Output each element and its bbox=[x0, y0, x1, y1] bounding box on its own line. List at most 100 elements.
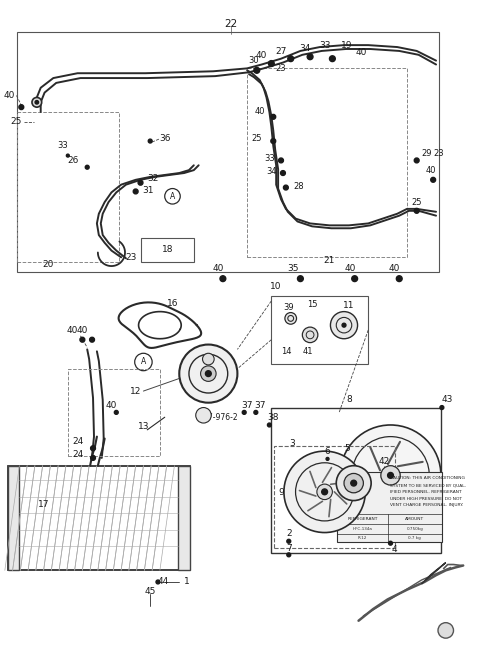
Text: 40: 40 bbox=[356, 48, 367, 58]
Circle shape bbox=[220, 276, 226, 282]
Text: 7: 7 bbox=[286, 543, 292, 553]
Text: 27: 27 bbox=[276, 48, 287, 56]
Circle shape bbox=[271, 139, 276, 143]
Text: 23: 23 bbox=[125, 253, 136, 262]
Circle shape bbox=[205, 371, 211, 377]
Bar bbox=[8, 466, 190, 570]
Circle shape bbox=[156, 580, 160, 584]
Text: 13: 13 bbox=[138, 422, 149, 432]
Circle shape bbox=[268, 61, 274, 67]
Text: 25: 25 bbox=[252, 134, 262, 143]
Text: HFC-134a: HFC-134a bbox=[352, 527, 372, 531]
Circle shape bbox=[329, 56, 336, 61]
Text: IFIED PERSONNEL. REFRIGERANT: IFIED PERSONNEL. REFRIGERANT bbox=[390, 490, 461, 494]
Text: 33: 33 bbox=[264, 154, 275, 163]
Text: 19: 19 bbox=[341, 40, 353, 50]
Circle shape bbox=[287, 539, 291, 543]
Circle shape bbox=[351, 480, 357, 486]
Circle shape bbox=[326, 457, 329, 460]
Text: R-12: R-12 bbox=[358, 536, 367, 540]
Circle shape bbox=[179, 344, 238, 403]
Text: 2: 2 bbox=[286, 529, 291, 538]
Circle shape bbox=[284, 451, 365, 533]
Text: A: A bbox=[141, 358, 146, 366]
Text: 40: 40 bbox=[106, 401, 117, 410]
Circle shape bbox=[352, 276, 358, 282]
Circle shape bbox=[307, 54, 313, 59]
Text: 18: 18 bbox=[162, 245, 173, 254]
Text: SYSTEM TO BE SERVICED BY QUAL-: SYSTEM TO BE SERVICED BY QUAL- bbox=[390, 483, 466, 487]
Circle shape bbox=[414, 158, 419, 163]
Circle shape bbox=[278, 158, 284, 163]
Circle shape bbox=[254, 410, 258, 414]
Text: 37: 37 bbox=[254, 401, 265, 410]
Circle shape bbox=[317, 484, 332, 500]
Circle shape bbox=[267, 423, 271, 427]
Text: CAUTION: THIS AIR CONDITIONING: CAUTION: THIS AIR CONDITIONING bbox=[390, 477, 465, 481]
Bar bbox=[337, 473, 442, 542]
Text: 43: 43 bbox=[442, 395, 454, 405]
Circle shape bbox=[381, 466, 400, 485]
Text: REFRIGERANT: REFRIGERANT bbox=[347, 517, 378, 521]
Circle shape bbox=[396, 276, 402, 282]
Text: 44: 44 bbox=[157, 578, 168, 586]
Circle shape bbox=[91, 455, 96, 460]
Circle shape bbox=[196, 408, 211, 423]
Text: 22: 22 bbox=[224, 19, 237, 29]
Text: 34: 34 bbox=[300, 44, 311, 54]
Circle shape bbox=[35, 100, 38, 104]
Circle shape bbox=[90, 337, 95, 342]
Bar bbox=[8, 466, 19, 570]
Text: 40: 40 bbox=[4, 91, 15, 100]
Text: 23: 23 bbox=[433, 149, 444, 158]
Circle shape bbox=[287, 553, 291, 557]
Text: 20: 20 bbox=[43, 260, 54, 268]
Circle shape bbox=[85, 165, 89, 169]
Text: 6: 6 bbox=[324, 447, 330, 455]
Circle shape bbox=[91, 446, 96, 451]
Text: 40: 40 bbox=[254, 108, 265, 116]
Text: 0.7 kg: 0.7 kg bbox=[408, 536, 421, 540]
Circle shape bbox=[280, 171, 286, 175]
Circle shape bbox=[133, 189, 138, 194]
Text: 14: 14 bbox=[282, 347, 292, 356]
Text: 31: 31 bbox=[143, 186, 154, 195]
Circle shape bbox=[336, 466, 371, 500]
Bar bbox=[178, 466, 190, 570]
Text: 24: 24 bbox=[72, 437, 83, 446]
Circle shape bbox=[438, 623, 454, 638]
Text: AMOUNT: AMOUNT bbox=[405, 517, 424, 521]
Text: 42: 42 bbox=[378, 457, 389, 466]
Text: 30: 30 bbox=[249, 56, 259, 65]
Circle shape bbox=[201, 366, 216, 381]
Circle shape bbox=[288, 56, 294, 61]
Text: 40: 40 bbox=[67, 325, 78, 334]
Bar bbox=[68, 369, 160, 456]
Circle shape bbox=[32, 97, 42, 107]
Circle shape bbox=[330, 311, 358, 338]
Text: 25: 25 bbox=[411, 198, 422, 207]
Circle shape bbox=[80, 337, 85, 342]
Text: 15: 15 bbox=[307, 300, 317, 309]
Text: 39: 39 bbox=[284, 303, 294, 312]
Bar bbox=[271, 296, 368, 364]
Text: 45: 45 bbox=[144, 587, 156, 596]
Text: UNDER HIGH PRESSURE. DO NOT: UNDER HIGH PRESSURE. DO NOT bbox=[390, 496, 462, 500]
Text: 29: 29 bbox=[421, 149, 432, 158]
Text: 40: 40 bbox=[77, 325, 88, 334]
Text: 26: 26 bbox=[67, 156, 78, 165]
Text: 40: 40 bbox=[426, 166, 436, 175]
Circle shape bbox=[203, 353, 214, 365]
Circle shape bbox=[414, 208, 419, 214]
Bar bbox=[274, 446, 396, 548]
Text: 40: 40 bbox=[256, 52, 267, 60]
Text: 35: 35 bbox=[287, 264, 299, 274]
Text: 28: 28 bbox=[293, 182, 304, 191]
Text: 10: 10 bbox=[270, 282, 282, 291]
Circle shape bbox=[298, 276, 303, 282]
Circle shape bbox=[340, 425, 441, 525]
Circle shape bbox=[431, 177, 435, 182]
Circle shape bbox=[148, 139, 152, 143]
Text: 23: 23 bbox=[276, 64, 287, 73]
Bar bbox=[17, 32, 439, 272]
